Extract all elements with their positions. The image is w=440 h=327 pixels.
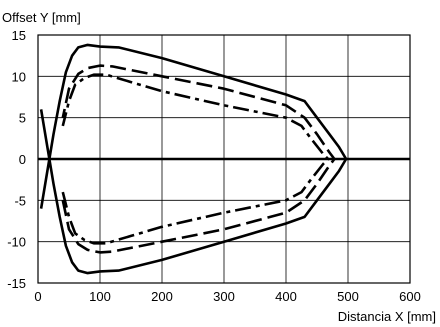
x-tick-label: 100 [89,289,111,304]
series-line-dashed [61,64,336,254]
y-tick-label: 15 [12,28,26,43]
series-group [39,43,348,275]
y-tick-label: -15 [7,276,26,291]
x-tick-label: 600 [399,289,421,304]
y-tick-label: 0 [19,152,26,167]
y-tick-label: -5 [14,193,26,208]
series-line-solid [39,43,348,275]
y-tick-label: 5 [19,111,26,126]
x-tick-label: 300 [213,289,235,304]
x-axis-title: Distancia X [mm] [338,309,436,324]
tick-labels: 0 100 200 300 400 500 600 15 10 5 0 -5 -10 -15 [7,28,421,304]
x-tick-label: 500 [337,289,359,304]
x-tick-label: 0 [34,289,41,304]
y-axis-title: Offset Y [mm] [2,10,81,25]
series-line-dash-dot [61,73,330,245]
x-tick-label: 200 [151,289,173,304]
x-tick-label: 400 [275,289,297,304]
y-tick-label: -10 [7,235,26,250]
y-tick-label: 10 [12,69,26,84]
plot-frame [37,34,411,284]
